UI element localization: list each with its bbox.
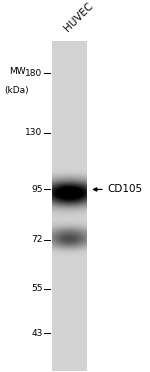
Text: (kDa): (kDa) bbox=[5, 86, 29, 96]
Text: HUVEC: HUVEC bbox=[62, 0, 95, 33]
Text: CD105: CD105 bbox=[107, 185, 142, 195]
Text: 43: 43 bbox=[31, 329, 42, 338]
Text: 180: 180 bbox=[25, 69, 42, 78]
Text: 55: 55 bbox=[31, 284, 42, 293]
Text: 130: 130 bbox=[25, 128, 42, 137]
Text: 72: 72 bbox=[31, 235, 42, 244]
Text: MW: MW bbox=[9, 67, 25, 76]
Text: 95: 95 bbox=[31, 185, 42, 194]
